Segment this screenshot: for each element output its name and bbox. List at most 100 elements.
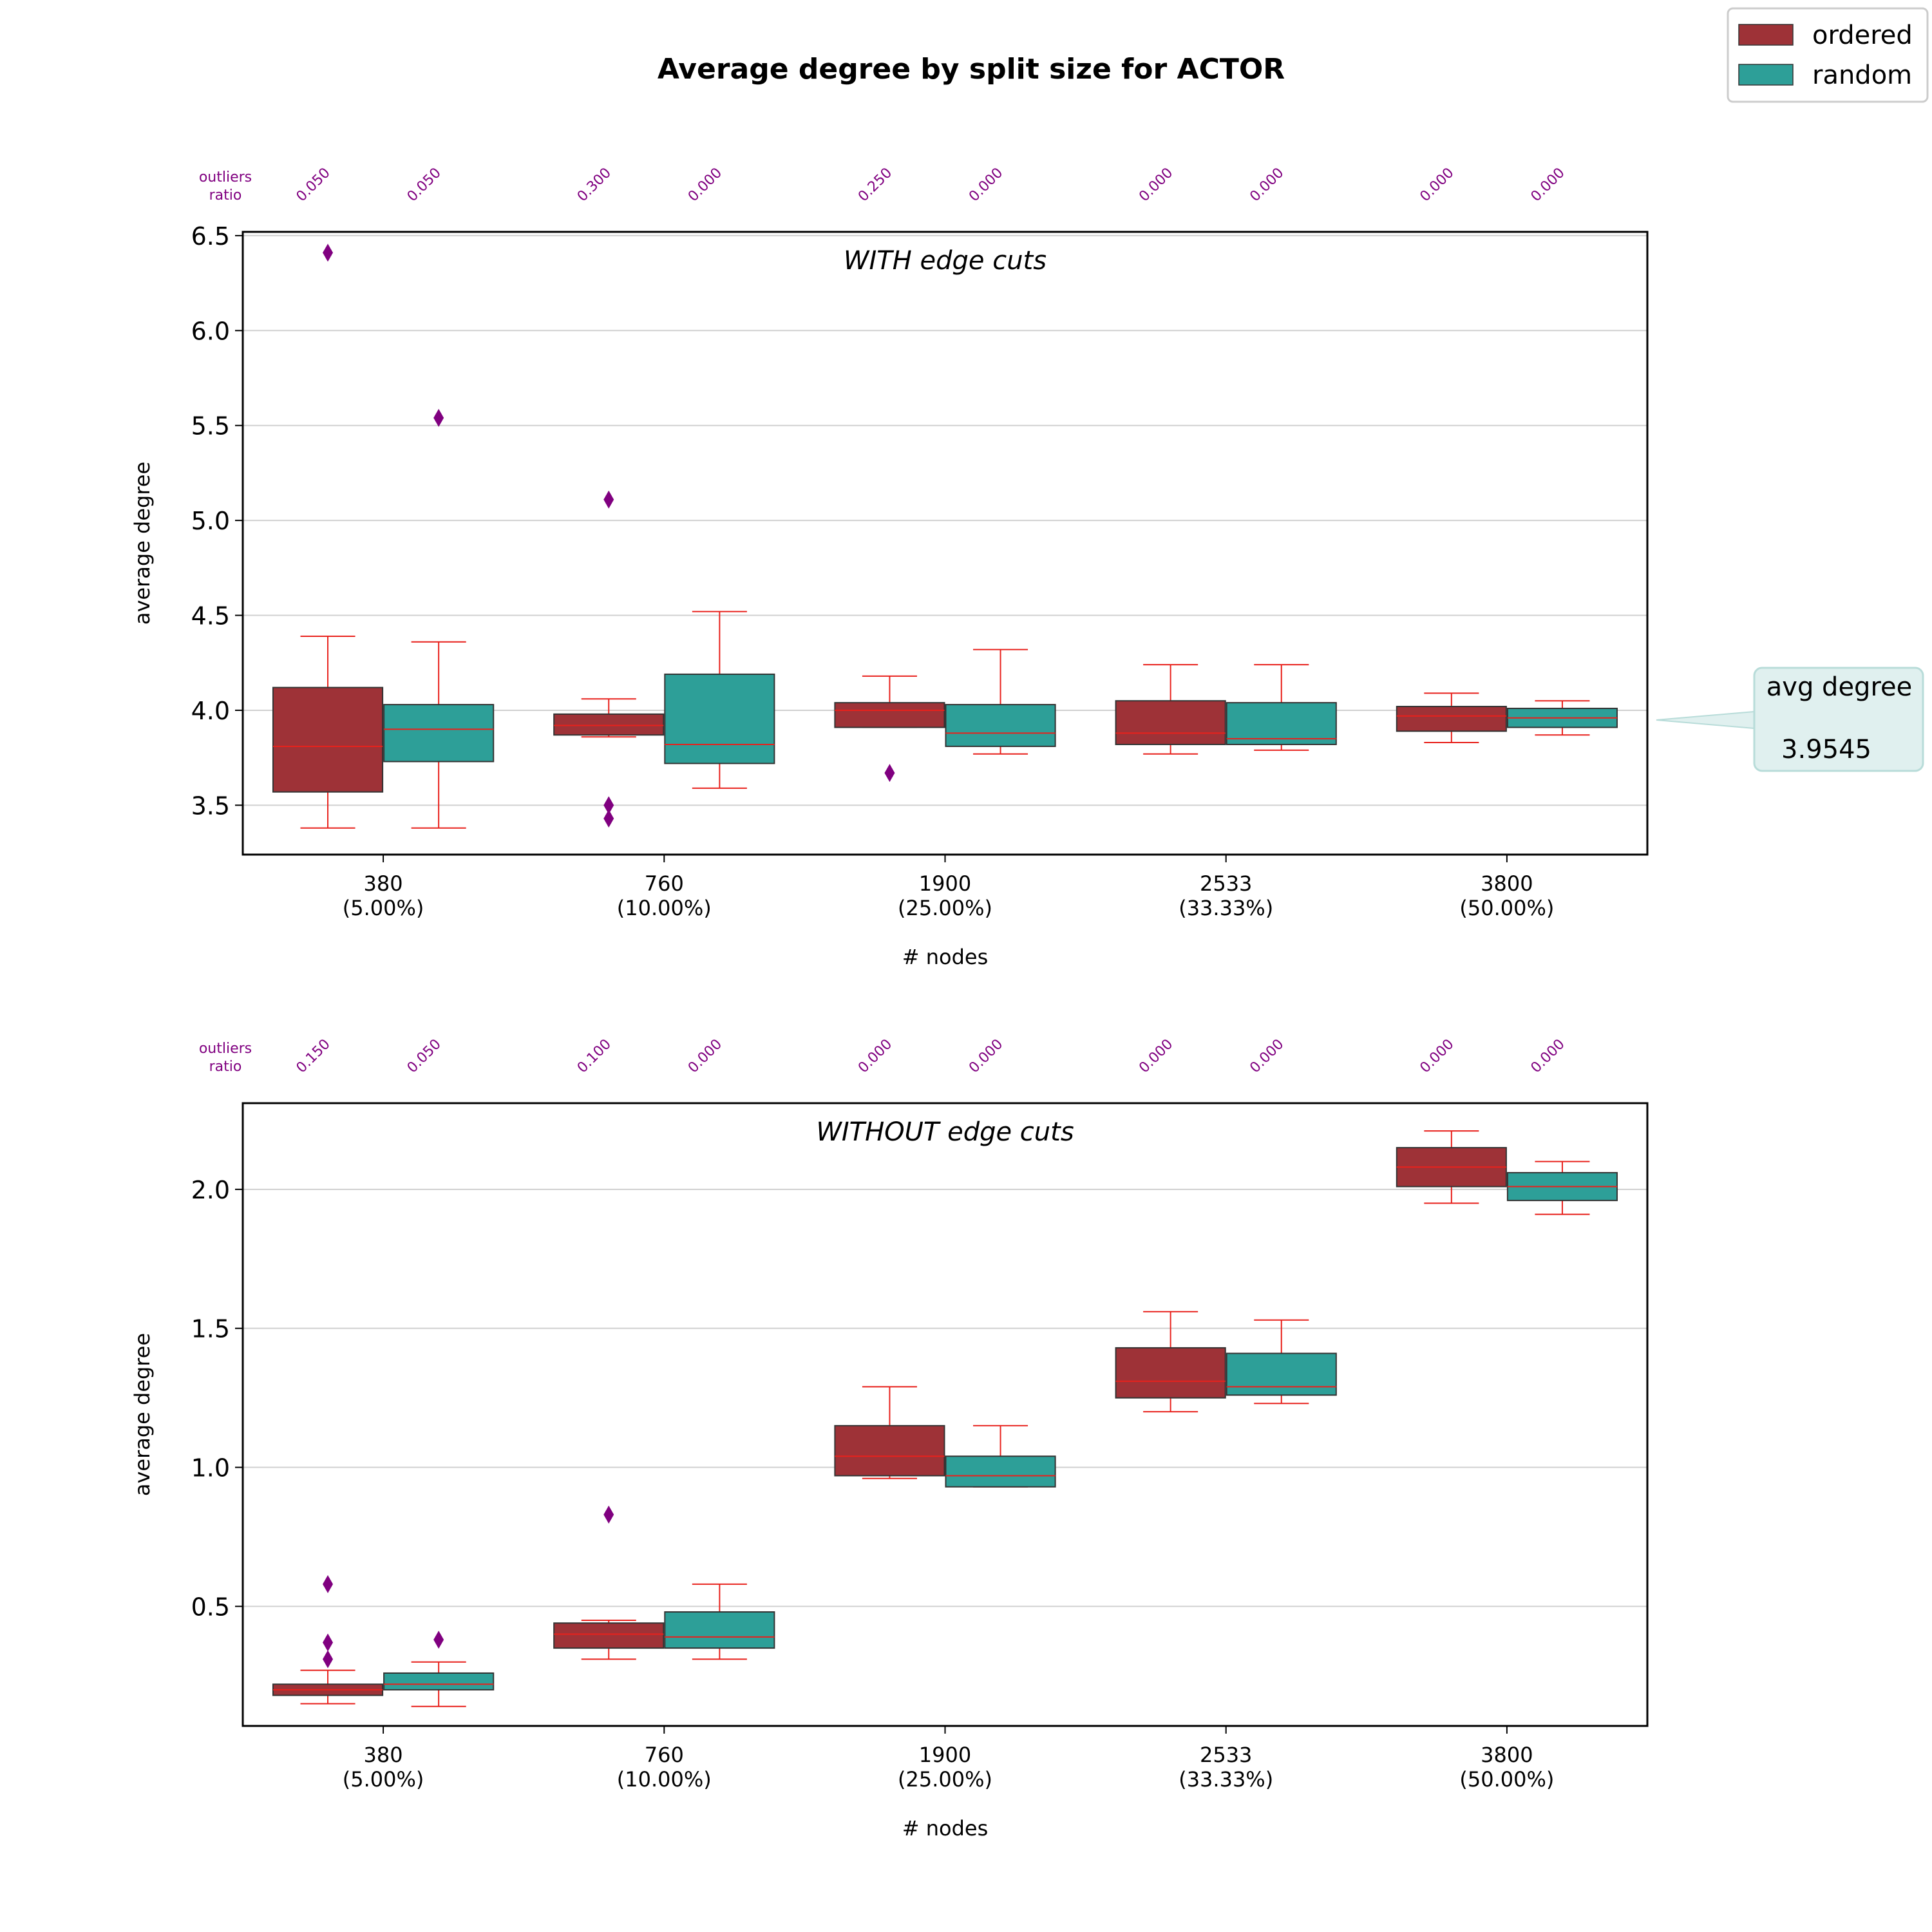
box-ordered — [1396, 706, 1507, 732]
outliers-ratio-label: ratio — [209, 187, 242, 204]
x-tick-label-pct: (50.00%) — [1459, 896, 1554, 920]
outliers-ratio-label: ratio — [209, 1059, 242, 1075]
x-tick-label: 380 — [364, 871, 403, 896]
avg-degree-callout: avg degree 3.9545 — [1656, 667, 1924, 772]
outlier-ratio-value: 0.000 — [966, 1036, 1006, 1076]
outlier-point — [884, 764, 895, 782]
x-tick-label-pct: (33.33%) — [1179, 896, 1273, 920]
x-tick-label: 2533 — [1200, 1743, 1252, 1767]
y-tick-label: 0.5 — [191, 1593, 230, 1621]
legend-swatch-ordered — [1738, 24, 1794, 46]
panel-subtitle: WITHOUT edge cuts — [816, 1117, 1074, 1147]
box-ordered — [1115, 700, 1226, 746]
x-axis-label: # nodes — [902, 945, 989, 969]
box-random — [383, 1672, 495, 1690]
outlier-point — [323, 243, 334, 262]
outlier-ratio-value: 0.000 — [1136, 165, 1176, 205]
outlier-ratio-value: 0.300 — [574, 165, 614, 205]
y-tick-label: 6.0 — [191, 317, 230, 345]
y-tick-label: 1.0 — [191, 1454, 230, 1482]
outlier-point — [603, 796, 614, 815]
outlier-point — [603, 809, 614, 828]
box-ordered — [553, 1622, 665, 1649]
panel-without-edge-cuts: 0.5 1.0 1.5 2.0 380(5.00%) 760(10.00%) 1900(25… — [130, 1036, 1649, 1841]
box-random — [1226, 702, 1337, 746]
outlier-point — [603, 490, 614, 509]
outlier-ratio-value: 0.000 — [1247, 1036, 1287, 1076]
outlier-ratio-value: 0.000 — [1528, 1036, 1568, 1076]
callout-pointer — [1656, 710, 1755, 730]
outlier-ratio-value: 0.050 — [404, 165, 444, 205]
outlier-ratio-value: 0.000 — [1247, 165, 1287, 205]
legend-swatch-random — [1738, 64, 1794, 86]
legend-label-random: random — [1812, 61, 1912, 90]
outlier-point — [433, 408, 444, 427]
x-tick-label-pct: (33.33%) — [1179, 1767, 1273, 1792]
y-tick-label: 2.0 — [191, 1176, 230, 1204]
panel-subtitle: WITH edge cuts — [844, 246, 1046, 276]
x-tick-label-pct: (10.00%) — [617, 1767, 712, 1792]
x-tick-label: 3800 — [1481, 1743, 1533, 1767]
outlier-point — [323, 1575, 334, 1593]
box-ordered — [1115, 1347, 1226, 1399]
x-tick-label: 760 — [645, 1743, 684, 1767]
outlier-ratio-value: 0.000 — [1136, 1036, 1176, 1076]
box-random — [383, 704, 495, 762]
x-tick-label-pct: (5.00%) — [343, 1767, 424, 1792]
box-ordered — [553, 713, 665, 736]
x-tick-label: 760 — [645, 871, 684, 896]
outlier-point — [323, 1633, 334, 1652]
x-tick-label: 1900 — [919, 871, 971, 896]
box-random — [664, 1611, 775, 1649]
outlier-ratio-value: 0.100 — [574, 1036, 614, 1076]
x-tick-label-pct: (25.00%) — [898, 896, 992, 920]
callout-box — [1753, 667, 1924, 772]
callout-value: 3.9545 — [1781, 735, 1871, 764]
panel-with-edge-cuts: 3.5 4.0 4.5 5.0 5.5 6.0 6.5 380(5.00%) 760(10.00… — [130, 165, 1649, 969]
y-tick-label: 4.5 — [191, 602, 230, 630]
box-ordered — [834, 1425, 945, 1477]
outlier-ratio-value: 0.150 — [294, 1036, 334, 1076]
outlier-ratio-value: 0.000 — [1417, 165, 1457, 205]
plot-frame — [242, 1102, 1649, 1727]
legend: ordered random — [1727, 7, 1929, 103]
legend-label-ordered: ordered — [1812, 21, 1913, 50]
callout-label: avg degree — [1766, 672, 1912, 702]
x-axis-label: # nodes — [902, 1816, 989, 1841]
outlier-ratio-value: 0.050 — [294, 165, 334, 205]
y-tick-label: 5.5 — [191, 412, 230, 440]
y-tick-label: 3.5 — [191, 791, 230, 820]
box-random — [945, 1455, 1056, 1488]
outlier-ratio-value: 0.000 — [685, 165, 725, 205]
outlier-point — [433, 1631, 444, 1649]
x-tick-label: 1900 — [919, 1743, 971, 1767]
x-tick-label-pct: (50.00%) — [1459, 1767, 1554, 1792]
outlier-ratio-value: 0.000 — [1417, 1036, 1457, 1076]
outlier-point — [603, 1505, 614, 1524]
y-tick-label: 4.0 — [191, 697, 230, 725]
outliers-ratio-label: outliers — [199, 169, 252, 185]
outlier-ratio-value: 0.000 — [1528, 165, 1568, 205]
box-ordered — [834, 702, 945, 728]
outlier-ratio-value: 0.050 — [404, 1036, 444, 1076]
outlier-ratio-value: 0.000 — [966, 165, 1006, 205]
box-random — [945, 704, 1056, 747]
outlier-ratio-value: 0.000 — [685, 1036, 725, 1076]
y-tick-label: 6.5 — [191, 222, 230, 251]
outlier-ratio-value: 0.250 — [855, 165, 895, 205]
outlier-ratio-value: 0.000 — [855, 1036, 895, 1076]
y-tick-label: 1.5 — [191, 1315, 230, 1343]
box-ordered — [272, 687, 384, 793]
x-tick-label: 2533 — [1200, 871, 1252, 896]
figure-title: Average degree by split size for ACTOR — [658, 53, 1285, 86]
box-random — [1226, 1352, 1337, 1396]
outliers-ratio-label: outliers — [199, 1041, 252, 1057]
y-tick-label: 5.0 — [191, 507, 230, 535]
x-tick-label: 380 — [364, 1743, 403, 1767]
x-tick-label-pct: (25.00%) — [898, 1767, 992, 1792]
box-random — [664, 673, 775, 764]
y-axis-label: average degree — [130, 1333, 155, 1496]
x-tick-label-pct: (10.00%) — [617, 896, 712, 920]
outlier-point — [323, 1650, 334, 1669]
